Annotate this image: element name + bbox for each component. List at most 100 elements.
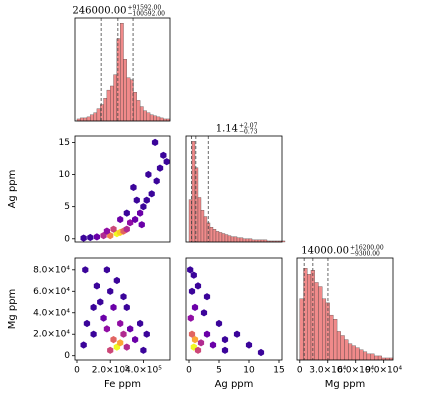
x-tick-label: 0 — [186, 366, 192, 376]
x-axis-label: Fe ppm — [104, 379, 141, 390]
hist-bar — [236, 237, 241, 243]
title-lower: −0.73 — [239, 129, 258, 136]
hex-cell — [187, 266, 194, 274]
hex-cell — [117, 339, 124, 347]
hex-cell — [233, 330, 241, 338]
hist-bar — [344, 339, 349, 361]
hist-bar — [281, 240, 286, 243]
hist-bar — [318, 286, 323, 361]
hist-bar — [191, 141, 196, 243]
hex-cell — [132, 215, 139, 224]
hex-cell — [191, 336, 199, 344]
hex-cell — [120, 293, 127, 301]
hex-cell — [127, 219, 134, 227]
hex-cell — [103, 325, 110, 333]
hex-cell — [203, 330, 211, 338]
hist-bar — [90, 114, 94, 122]
title-upper: +16200.00 — [350, 245, 384, 252]
hex-cell — [97, 298, 104, 306]
hex-cell — [140, 346, 147, 354]
hist-bar — [126, 77, 131, 122]
x-tick-label: 5 — [216, 366, 222, 376]
hist-bar — [103, 98, 108, 122]
hex-cell — [107, 287, 114, 295]
hex-cell — [117, 215, 124, 224]
hex-cell — [148, 190, 155, 198]
hex-cell — [245, 341, 253, 349]
hex-cell — [151, 138, 159, 146]
hist-bar — [113, 74, 118, 122]
hist-bar — [133, 92, 137, 122]
hist-bar — [314, 282, 319, 361]
hist-bar — [227, 235, 232, 243]
hex-cell — [143, 330, 150, 338]
hist-bar — [322, 298, 327, 361]
hex-cell — [80, 341, 87, 349]
hex-cell — [187, 314, 194, 322]
hex-cell — [145, 170, 152, 179]
hist-bar — [86, 116, 91, 122]
x-tick-label: 0 — [74, 366, 80, 376]
hist-bar — [248, 238, 253, 243]
hex-cell — [221, 346, 229, 354]
hist-bar — [139, 106, 144, 122]
title-lower: −9300.00 — [350, 251, 380, 258]
x-tick-label: 4.0×10⁵ — [125, 366, 162, 376]
hist-bar — [242, 238, 247, 243]
y-tick-label: 5 — [64, 202, 70, 212]
hist-bar — [215, 231, 220, 243]
panel-title: 246000.00 — [72, 6, 126, 17]
hist-bar — [325, 302, 330, 361]
hex-cell — [103, 227, 110, 235]
x-tick-label: 9.0×10⁴ — [365, 366, 402, 376]
hist-bar — [197, 197, 202, 243]
hist-bar — [230, 236, 235, 243]
panel-frame — [74, 257, 171, 361]
hex-cell — [107, 232, 114, 240]
hex-cell — [110, 225, 117, 233]
hex-cell — [257, 348, 265, 357]
hist-bar — [149, 114, 154, 122]
hex-cell — [123, 225, 130, 233]
hex-cell — [120, 330, 127, 338]
y-tick-label: 2.0×10⁴ — [33, 330, 70, 340]
hist-bar — [307, 274, 312, 361]
hex-cell — [133, 196, 140, 204]
hex-cell — [194, 282, 202, 290]
hex-cell — [87, 233, 94, 242]
hex-cell — [200, 309, 208, 317]
hex-cell — [194, 346, 202, 354]
hex-cell — [160, 151, 167, 159]
x-tick-label: 2.0×10⁵ — [92, 366, 129, 376]
hist-bar — [329, 314, 334, 361]
hist-bar — [366, 353, 371, 361]
hist-bar — [363, 351, 368, 361]
title-lower: −100592.00 — [128, 11, 166, 18]
panel-frame — [185, 135, 283, 243]
hex-cell — [215, 319, 223, 328]
x-axis-label: Ag ppm — [215, 379, 254, 390]
hex-cell — [137, 209, 144, 217]
hist-bar — [333, 319, 338, 361]
hist-bar — [106, 89, 111, 122]
hist-bar — [218, 232, 223, 243]
hex-cell — [103, 266, 110, 274]
hist-bar — [93, 112, 98, 122]
hist-bar — [83, 117, 88, 122]
hex-cell — [138, 221, 145, 229]
hist-bar — [116, 38, 121, 122]
hex-cell — [190, 271, 197, 279]
hex-cell — [123, 209, 130, 217]
hex-cell — [113, 276, 120, 285]
y-tick-label: 15 — [59, 138, 70, 148]
hex-cell — [130, 183, 137, 191]
hist-bar — [370, 353, 375, 361]
hist-bar — [336, 331, 341, 361]
hist-bar — [239, 237, 244, 243]
hex-cell — [156, 164, 164, 172]
hex-cell — [123, 303, 130, 311]
hex-cell — [203, 293, 211, 301]
hist-bar — [188, 199, 193, 243]
y-axis-label: Mg ppm — [7, 289, 18, 330]
hex-cell — [188, 287, 196, 295]
